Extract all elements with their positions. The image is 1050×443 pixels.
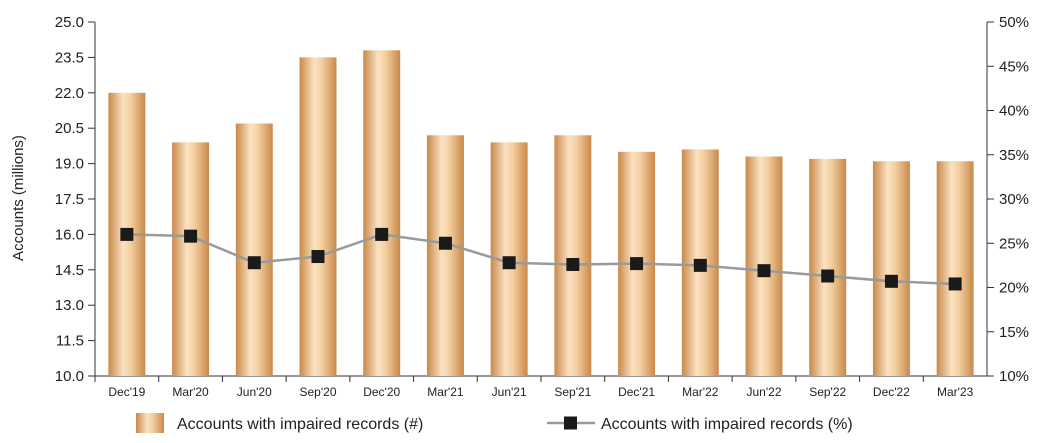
y-axis-title: Accounts (millions) <box>10 135 27 261</box>
y-tick-label: 25.0 <box>55 14 84 31</box>
y-tick-label: 14.5 <box>55 262 84 279</box>
data-point <box>566 257 580 271</box>
axes-layer <box>88 21 994 382</box>
bar <box>299 57 337 377</box>
y2-tick-label: 20% <box>999 280 1029 297</box>
series-line <box>126 233 956 286</box>
data-point <box>247 256 261 270</box>
x-tick-label: Mar'20 <box>172 385 209 399</box>
x-tick-label: Dec'22 <box>873 385 910 399</box>
y-tick-label: 13.0 <box>55 297 84 314</box>
y2-tick-label: 25% <box>999 235 1029 252</box>
legend-swatch-bar <box>136 413 164 433</box>
bar <box>554 135 592 376</box>
data-point <box>693 258 707 272</box>
x-tick-label: Mar'21 <box>427 385 464 399</box>
legend: Accounts with impaired records (#) Accoun… <box>136 413 853 433</box>
x-tick-label: Mar'23 <box>937 385 974 399</box>
y2-tick-label: 45% <box>999 58 1029 75</box>
y-tick-label: 22.0 <box>55 85 84 102</box>
data-point <box>311 250 325 264</box>
y-tick-label: 11.5 <box>56 333 84 350</box>
x-tick-label: Jun'22 <box>747 385 782 399</box>
legend-label: Accounts with impaired records (#) <box>177 416 423 433</box>
x-tick-label: Dec'21 <box>618 385 655 399</box>
x-tick-label: Dec'19 <box>108 385 145 399</box>
bar <box>363 50 401 376</box>
y-tick-label: 19.0 <box>55 156 84 173</box>
data-point <box>375 227 389 241</box>
data-point <box>438 236 452 250</box>
y-tick-label: 17.5 <box>55 191 84 208</box>
bar <box>809 158 847 376</box>
labels-layer: 10.0 11.5 13.0 14.5 16.0 17.5 19.0 20.5 22.0 23.5… <box>55 14 1029 399</box>
legend-swatch-marker <box>564 416 577 430</box>
data-point <box>120 227 134 241</box>
y-tick-label: 23.5 <box>55 49 84 66</box>
bars-layer <box>108 50 974 377</box>
bar <box>235 123 273 376</box>
bar <box>872 161 910 376</box>
data-point <box>884 274 898 288</box>
x-tick-label: Jun'21 <box>492 385 527 399</box>
data-point <box>757 264 771 278</box>
y-tick-label: 20.5 <box>55 120 84 137</box>
y2-tick-label: 10% <box>999 368 1029 385</box>
data-point <box>184 229 198 243</box>
x-tick-label: Sep'22 <box>809 385 846 399</box>
data-point <box>630 257 644 271</box>
data-point <box>821 269 835 283</box>
data-point <box>502 256 516 270</box>
y-tick-label: 10.0 <box>55 368 84 385</box>
bar <box>426 135 464 376</box>
y-tick-label: 16.0 <box>55 226 84 243</box>
bar <box>936 161 974 376</box>
y2-tick-label: 35% <box>999 147 1029 164</box>
x-tick-label: Dec'20 <box>363 385 400 399</box>
x-tick-label: Jun'20 <box>237 385 272 399</box>
x-tick-label: Mar'22 <box>682 385 719 399</box>
x-tick-label: Sep'20 <box>300 385 337 399</box>
bar <box>172 142 210 376</box>
data-point <box>948 277 962 291</box>
y2-tick-label: 50% <box>999 14 1029 31</box>
y2-tick-label: 30% <box>999 191 1029 208</box>
line-layer <box>120 227 962 291</box>
y2-tick-label: 15% <box>999 324 1029 341</box>
x-tick-label: Sep'21 <box>554 385 591 399</box>
y2-tick-label: 40% <box>999 103 1029 120</box>
legend-label: Accounts with impaired records (%) <box>601 416 853 433</box>
